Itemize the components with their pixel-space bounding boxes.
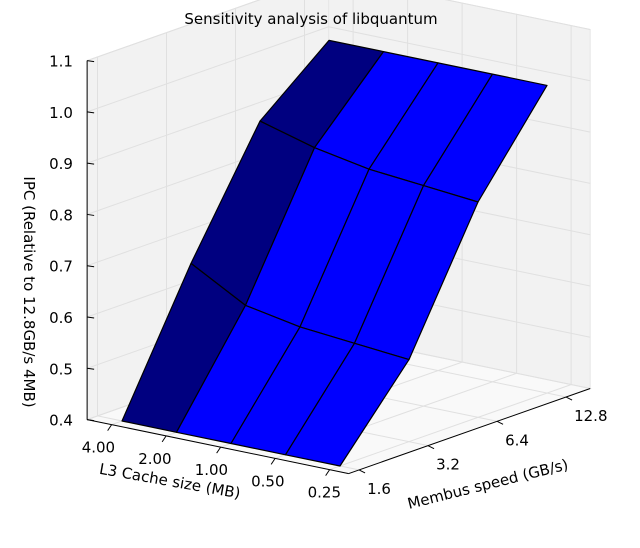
membus-tick: 6.4	[505, 431, 529, 449]
z-axis-label: IPC (Relative to 12.8GB/s 4MB)	[20, 176, 38, 407]
gridline	[329, 25, 572, 471]
z-tick-mark	[87, 265, 95, 268]
membus-tick: 12.8	[574, 407, 607, 425]
membus-tick: 1.6	[367, 480, 391, 498]
cache-tick-mark	[270, 458, 276, 465]
gridline	[86, 0, 591, 62]
surface	[121, 39, 548, 467]
chart-title: Sensitivity analysis of libquantum	[184, 10, 437, 28]
membus-tick-mark	[427, 445, 435, 450]
gridline	[86, 26, 591, 113]
membus-axis-line	[348, 388, 591, 475]
cache-tick-mark	[216, 446, 222, 454]
cache-tick-mark	[161, 435, 167, 443]
membus-axis-label: Membus speed (GB/s)	[406, 455, 570, 512]
z-tick-mark	[87, 213, 95, 216]
cache-tick: 0.25	[308, 484, 341, 502]
cache-tick-mark	[325, 469, 331, 476]
membus-tick-mark	[565, 396, 573, 401]
ipc-tick: 0.5	[49, 360, 73, 378]
cache-tick: 1.00	[195, 461, 228, 479]
axes	[86, 60, 591, 476]
ipc-tick: 0.8	[49, 206, 73, 224]
membus-tick-mark	[496, 420, 504, 425]
ipc-tick: 0.7	[49, 258, 73, 276]
cache-tick: 2.00	[138, 450, 171, 468]
membus-tick-mark	[358, 469, 366, 474]
surface-patch	[284, 342, 410, 467]
z-tick-mark	[87, 367, 95, 370]
cache-tick: 4.00	[82, 439, 115, 457]
ipc-tick: 1.1	[49, 53, 73, 71]
z-tick-mark	[87, 60, 95, 63]
tick-labels: 0.4 0.5 0.6 0.7 0.8 0.9 1.0 1.1 4.00 2.0…	[49, 53, 607, 502]
cache-axis-line	[87, 419, 349, 475]
ipc-tick: 0.6	[49, 309, 73, 327]
z-tick-mark	[87, 111, 95, 114]
z-tick-mark	[87, 316, 95, 319]
ipc-tick: 0.9	[49, 155, 73, 173]
ipc-tick: 1.0	[49, 104, 73, 122]
z-tick-mark	[87, 419, 95, 422]
z-tick-mark	[87, 162, 95, 165]
ipc-tick: 0.4	[49, 412, 73, 430]
membus-tick: 3.2	[436, 456, 460, 474]
cache-tick-mark	[107, 424, 113, 431]
cache-tick: 0.50	[251, 472, 284, 490]
